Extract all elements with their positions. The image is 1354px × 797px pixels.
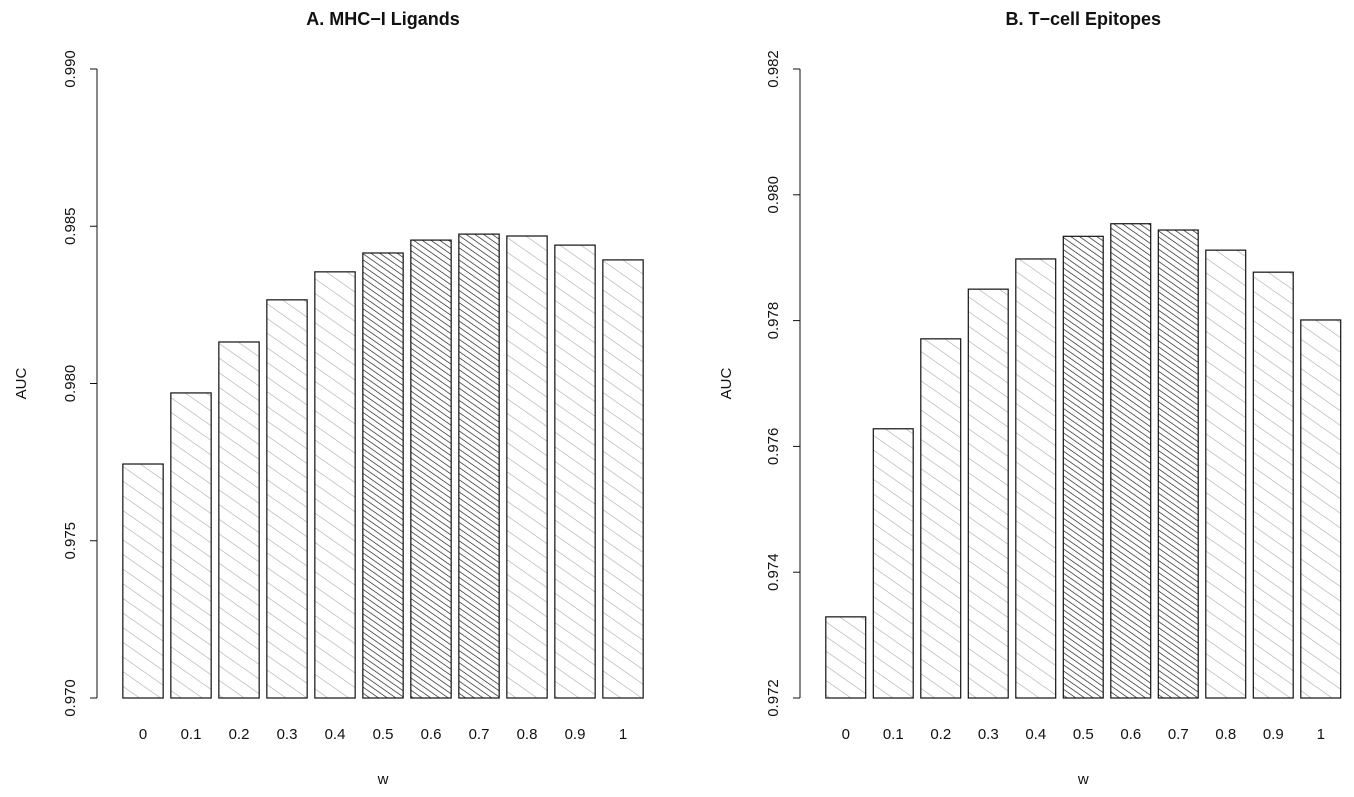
y-tick-label: 0.982 [765, 50, 782, 88]
y-tick-label: 0.980 [765, 176, 782, 214]
x-tick-label: 0.3 [978, 726, 999, 743]
x-tick-label: 1 [1317, 726, 1325, 743]
x-tick-label: 0.5 [1073, 726, 1094, 743]
x-tick-label: 0.2 [229, 726, 250, 743]
y-tick-label: 0.975 [62, 522, 79, 560]
x-tick-label: 0.1 [883, 726, 904, 743]
chart-title: B. T−cell Epitopes [1005, 9, 1161, 29]
bar [458, 233, 500, 699]
x-tick-label: 0.7 [469, 726, 490, 743]
chart-title: A. MHC−I Ligands [306, 9, 460, 29]
bar [1205, 249, 1247, 699]
bar [122, 463, 164, 699]
x-tick-label: 0.9 [565, 726, 586, 743]
x-tick-label: 0.2 [930, 726, 951, 743]
x-tick-label: 0.6 [1120, 726, 1141, 743]
x-axis-label: w [377, 771, 389, 788]
x-tick-label: 0.5 [373, 726, 394, 743]
bar [1300, 319, 1342, 699]
y-axis-label: AUC [718, 367, 735, 399]
bar [266, 299, 308, 699]
bar [1157, 229, 1199, 699]
x-tick-label: 0.1 [181, 726, 202, 743]
y-tick-label: 0.985 [62, 207, 79, 245]
x-tick-label: 0.7 [1168, 726, 1189, 743]
bar [170, 392, 212, 699]
bar [1252, 271, 1294, 699]
bar [920, 338, 962, 699]
y-tick-label: 0.970 [62, 679, 79, 717]
y-tick-label: 0.978 [765, 302, 782, 340]
x-tick-label: 0.8 [517, 726, 538, 743]
x-tick-label: 1 [619, 726, 627, 743]
bar [506, 235, 548, 699]
y-tick-label: 0.976 [765, 428, 782, 466]
x-axis-label: w [1077, 771, 1089, 788]
bar [967, 288, 1009, 699]
y-axis-label: AUC [13, 367, 30, 399]
bar [602, 259, 644, 699]
bar [872, 428, 914, 699]
y-tick-label: 0.974 [765, 553, 782, 591]
bar [554, 244, 596, 699]
bar [362, 252, 404, 699]
x-tick-label: 0.4 [325, 726, 346, 743]
y-tick-label: 0.972 [765, 679, 782, 717]
x-tick-label: 0 [842, 726, 850, 743]
x-tick-label: 0.8 [1215, 726, 1236, 743]
bar [1062, 235, 1104, 699]
x-tick-label: 0 [139, 726, 147, 743]
y-tick-label: 0.980 [62, 365, 79, 403]
bar [218, 341, 260, 699]
bar [314, 271, 356, 699]
x-tick-label: 0.3 [277, 726, 298, 743]
y-tick-label: 0.990 [62, 50, 79, 88]
x-tick-label: 0.9 [1263, 726, 1284, 743]
bar [825, 616, 867, 699]
x-tick-label: 0.6 [421, 726, 442, 743]
bar [1110, 223, 1152, 699]
bar [1015, 258, 1057, 699]
x-tick-label: 0.4 [1025, 726, 1046, 743]
bar [410, 239, 452, 699]
